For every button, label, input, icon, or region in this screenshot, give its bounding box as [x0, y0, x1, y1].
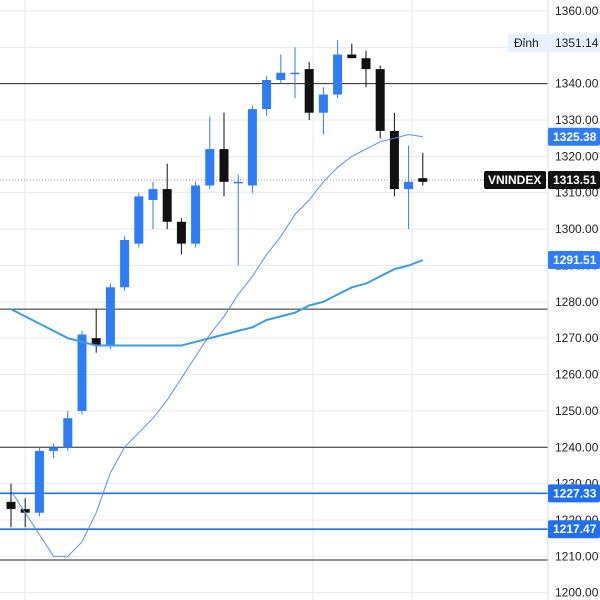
candle-body [134, 196, 144, 244]
candle-body [318, 94, 328, 113]
last-price-tag-value: 1313.51 [553, 173, 597, 187]
candle-body [347, 54, 357, 59]
moving-averages [10, 133, 424, 557]
tick-label: 1210.00 [555, 549, 599, 563]
candle-body [20, 509, 30, 513]
symbol-tag-label: VNINDEX [488, 173, 541, 187]
candle-body [375, 69, 385, 131]
candle-body [233, 181, 243, 184]
candle-body [418, 178, 428, 182]
support1-tag-value: 1227.33 [553, 486, 597, 500]
candle-body [389, 130, 399, 190]
tick-label: 1260.00 [555, 368, 599, 382]
tick-label: 1330.00 [555, 113, 599, 127]
price-tags: Đỉnh 1351.14 1325.38 1291.51 1227.33 1217.47 V… [484, 34, 600, 539]
support1-tag-box [548, 484, 600, 503]
tick-label: 1200.00 [555, 586, 599, 600]
tick-label: 1280.00 [555, 295, 599, 309]
peak-tag-box [508, 34, 600, 53]
tick-label: 1310.00 [555, 186, 599, 200]
ma-slow-line [10, 259, 424, 347]
candle-body [333, 54, 343, 95]
candle-body [77, 334, 87, 411]
tick-label: 1270.00 [555, 331, 599, 345]
horizontal-lines [0, 83, 548, 561]
candle-body [91, 338, 101, 346]
candle-body [34, 450, 44, 513]
ma-fast-tag-value: 1325.38 [553, 130, 597, 144]
ma-fast-line [10, 133, 423, 557]
candle-body [6, 501, 16, 510]
peak-tag-value: 1351.14 [555, 36, 599, 50]
support2-tag-box [548, 520, 600, 539]
tick-label: 1250.00 [555, 404, 599, 418]
tick-label: 1300.00 [555, 222, 599, 236]
candle-body [361, 58, 371, 70]
symbol-tag-box [484, 170, 546, 189]
candles [6, 40, 428, 528]
candle-body [276, 72, 286, 80]
candle-body [162, 189, 172, 222]
tick-label: 1340.00 [555, 77, 599, 91]
tick-label: 1320.00 [555, 149, 599, 163]
candle-body [205, 149, 215, 186]
candle-body [120, 240, 130, 288]
support2-tag-value: 1217.47 [553, 522, 597, 536]
grid [0, 0, 548, 600]
candle-body [176, 221, 186, 244]
candle-body [191, 185, 201, 244]
price-axis[interactable]: 1360.001350.001340.001330.001320.001310.… [547, 0, 600, 600]
ma-fast-tag-box [548, 127, 600, 146]
ma-slow-tag-value: 1291.51 [553, 253, 597, 267]
candle-body [262, 80, 272, 110]
last-price-tag-box [548, 170, 600, 189]
candle-body [404, 181, 414, 190]
candle-body [219, 149, 229, 182]
candle-body [63, 418, 73, 448]
tick-label: 1240.00 [555, 440, 599, 454]
peak-tag-label: Đỉnh [514, 36, 539, 50]
candle-body [105, 287, 115, 346]
ma-slow-tag-box [548, 250, 600, 269]
candle-body [247, 109, 257, 186]
candle-body [148, 189, 158, 200]
tick-label: 1360.00 [555, 4, 599, 18]
candle-body [304, 69, 314, 113]
candle-body [290, 72, 300, 75]
candle-body [49, 447, 59, 451]
